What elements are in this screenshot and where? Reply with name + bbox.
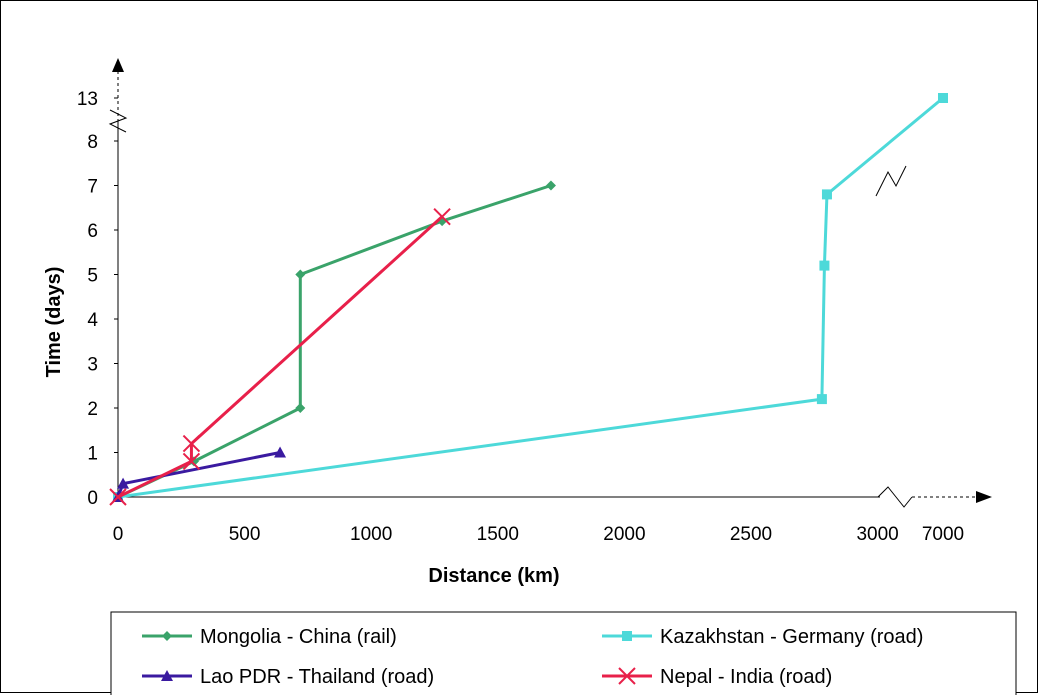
- series-1: [113, 180, 556, 502]
- x-axis-arrow: [976, 491, 992, 503]
- data-point: [117, 477, 130, 489]
- y-axis-arrow: [112, 58, 124, 72]
- x-tick-label: 3000: [856, 524, 898, 545]
- legend-marker: [622, 631, 632, 641]
- y-tick-label: 1: [87, 444, 98, 465]
- y-tick-label: 13: [77, 89, 98, 110]
- y-tick-label: 0: [87, 488, 98, 509]
- y-tick-label: 4: [87, 310, 98, 331]
- y-tick-labels: 0 1 2 3 4 5 6 7 8 13: [77, 89, 118, 509]
- data-point: [433, 207, 451, 226]
- series-layer: [109, 93, 948, 506]
- data-point: [109, 488, 127, 506]
- series-break-gap: [876, 166, 906, 196]
- y-tick-label: 3: [87, 355, 98, 376]
- y-tick-label: 5: [87, 266, 98, 287]
- x-tick-label: 0: [113, 524, 124, 545]
- data-point: [274, 446, 287, 458]
- x-axis-title: Distance (km): [428, 565, 559, 587]
- legend-marker: [162, 631, 172, 641]
- x-tick-label: 7000: [922, 524, 964, 545]
- data-point: [819, 260, 830, 271]
- x-tick-label: 2000: [603, 524, 645, 545]
- data-point: [295, 403, 306, 413]
- legend-entry: Kazakhstan - Germany (road): [602, 626, 923, 648]
- legend-label: Nepal - India (road): [660, 666, 832, 688]
- data-point: [295, 269, 306, 280]
- data-point: [182, 452, 201, 471]
- x-tick-label: 1500: [477, 524, 519, 545]
- series-line: [117, 184, 552, 499]
- y-tick-label: 6: [87, 221, 98, 242]
- x-tick-label: 1000: [350, 524, 392, 545]
- y-tick-label: 8: [87, 132, 98, 153]
- series-4: [109, 207, 451, 506]
- legend-marker: [161, 670, 173, 681]
- y-tick-label: 2: [87, 399, 98, 420]
- legend: Mongolia - China (rail) Kazakhstan - Germ…: [110, 611, 1017, 695]
- data-point: [816, 394, 827, 405]
- y-axis-break-mark: [108, 109, 128, 133]
- series-break-mark: [875, 165, 907, 197]
- series-line: [117, 215, 444, 499]
- axes: [108, 58, 992, 508]
- legend-label: Kazakhstan - Germany (road): [660, 626, 923, 648]
- x-axis-break-mark: [877, 486, 913, 508]
- legend-label: Mongolia - China (rail): [200, 626, 397, 648]
- data-point: [938, 93, 948, 103]
- legend-entry: Mongolia - China (rail): [142, 626, 397, 648]
- data-point: [821, 189, 832, 200]
- y-axis-title: Time (days): [43, 267, 65, 378]
- y-tick-label: 7: [87, 177, 98, 198]
- legend-box: [110, 611, 1017, 695]
- x-tick-labels: 0 500 1000 1500 2000 2500 3000 7000: [113, 524, 964, 545]
- x-tick-label: 500: [229, 524, 261, 545]
- data-point: [182, 434, 201, 453]
- legend-marker: [618, 667, 636, 685]
- data-point: [545, 180, 556, 191]
- legend-entry: Nepal - India (road): [602, 666, 832, 688]
- legend-entry: Lao PDR - Thailand (road): [142, 666, 434, 688]
- x-tick-label: 2500: [730, 524, 772, 545]
- legend-label: Lao PDR - Thailand (road): [200, 666, 434, 688]
